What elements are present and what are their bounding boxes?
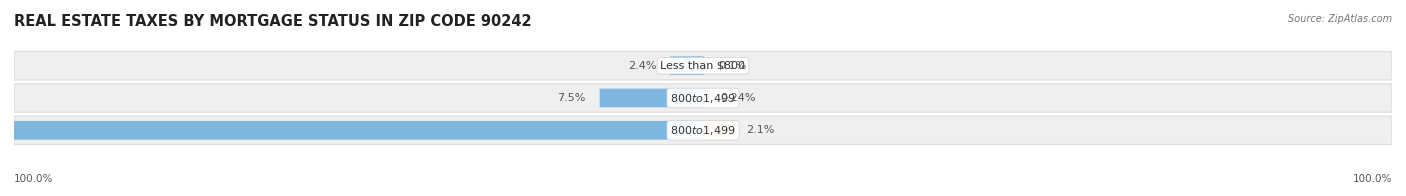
- FancyBboxPatch shape: [703, 121, 733, 140]
- Text: 100.0%: 100.0%: [14, 174, 53, 184]
- Text: 2.4%: 2.4%: [627, 61, 657, 71]
- Text: 0.1%: 0.1%: [718, 61, 747, 71]
- FancyBboxPatch shape: [669, 56, 703, 75]
- Text: 0.24%: 0.24%: [720, 93, 755, 103]
- FancyBboxPatch shape: [14, 116, 1392, 144]
- FancyBboxPatch shape: [599, 89, 703, 107]
- Text: Less than $800: Less than $800: [661, 61, 745, 71]
- Text: 7.5%: 7.5%: [558, 93, 586, 103]
- Text: $800 to $1,499: $800 to $1,499: [671, 124, 735, 137]
- Text: $800 to $1,499: $800 to $1,499: [671, 92, 735, 104]
- FancyBboxPatch shape: [0, 121, 703, 140]
- Text: 2.1%: 2.1%: [745, 125, 775, 135]
- Text: REAL ESTATE TAXES BY MORTGAGE STATUS IN ZIP CODE 90242: REAL ESTATE TAXES BY MORTGAGE STATUS IN …: [14, 14, 531, 29]
- FancyBboxPatch shape: [703, 89, 706, 107]
- Text: Source: ZipAtlas.com: Source: ZipAtlas.com: [1288, 14, 1392, 24]
- FancyBboxPatch shape: [14, 84, 1392, 112]
- FancyBboxPatch shape: [14, 52, 1392, 80]
- Text: 100.0%: 100.0%: [1353, 174, 1392, 184]
